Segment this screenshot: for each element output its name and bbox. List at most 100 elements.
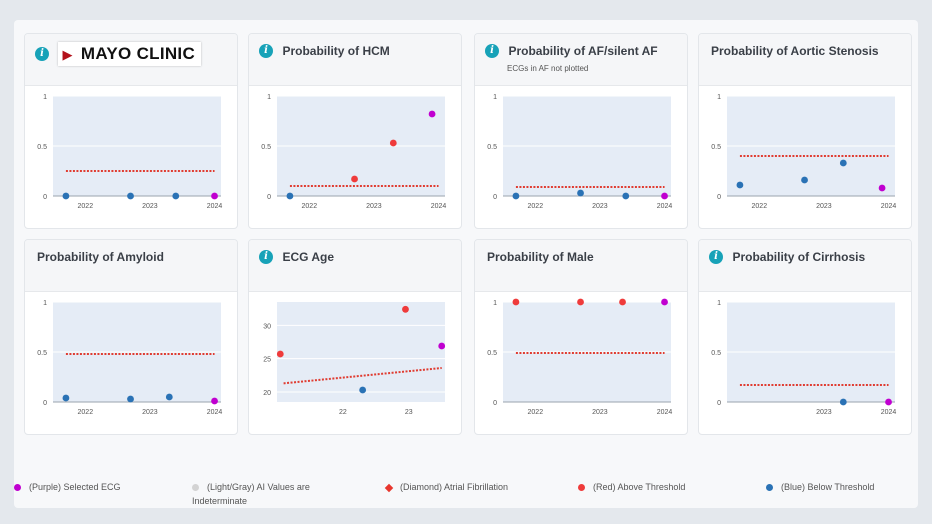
data-point (512, 192, 520, 200)
x-tick-label: 2024 (881, 409, 897, 416)
plot-area: 0 0.5 1 2022 2023 2024 (261, 94, 447, 210)
chart-title: Probability of Aortic Stenosis (711, 43, 879, 58)
brand-name: MAYO CLINIC (80, 44, 196, 63)
data-point (801, 176, 808, 184)
card-header: i ▶ MAYO CLINIC (25, 34, 237, 86)
x-tick-label: 22 (339, 409, 347, 416)
data-point (512, 298, 520, 306)
legend: (Purple) Selected ECG (Light/Gray) AI Va… (14, 468, 918, 508)
data-point (577, 298, 584, 306)
card-header: Probability of Amyloid (25, 240, 237, 292)
data-point (839, 159, 847, 167)
legend-dot-icon (766, 484, 773, 492)
plot-area: 0 0.5 1 2022 2023 2024 (37, 300, 222, 416)
x-tick-label: 2024 (207, 203, 223, 210)
plot-area: 0 0.5 1 2023 2024 (711, 300, 897, 416)
data-point (402, 305, 409, 313)
data-point (661, 298, 668, 306)
data-point (172, 192, 180, 200)
data-point (839, 398, 847, 406)
card-header: i Probability of AF/silent AF ECGs in AF… (475, 34, 687, 86)
data-point (622, 192, 630, 200)
legend-dot-icon (14, 484, 21, 492)
y-tick-label: 25 (263, 357, 271, 364)
card-header: i Probability of Cirrhosis (699, 240, 911, 292)
info-icon[interactable]: i (259, 43, 273, 58)
data-point (661, 192, 668, 200)
data-point (211, 192, 218, 200)
x-tick-label: 2023 (592, 203, 608, 210)
data-point (389, 139, 397, 147)
data-point (211, 397, 218, 405)
data-point (165, 393, 173, 401)
data-point (276, 350, 284, 358)
y-tick-label: 1 (267, 94, 271, 101)
info-icon[interactable]: i (259, 249, 273, 264)
card-header: i Probability of HCM (249, 34, 461, 86)
data-point (438, 342, 446, 350)
chart-title: Probability of Male (487, 249, 594, 264)
play-triangle-icon: ▶ (62, 47, 73, 62)
chart-card: Probability of Male 0 0.5 1 2022 2023 2024 (474, 239, 688, 435)
dashboard: i ▶ MAYO CLINIC 0 0.5 1 2022 2023 2024 i Prob… (14, 20, 918, 508)
x-tick-label: 2024 (431, 203, 447, 210)
legend-item-above: (Red) Above Threshold (578, 480, 728, 494)
info-icon[interactable]: i (709, 249, 723, 264)
info-icon[interactable]: i (485, 43, 499, 58)
x-tick-label: 2024 (881, 203, 897, 210)
legend-dot-icon (192, 484, 199, 492)
legend-item-selected: (Purple) Selected ECG (14, 480, 184, 494)
x-tick-label: 2022 (78, 203, 94, 210)
plot-area: 0 0.5 1 2022 2023 2024 (711, 94, 897, 210)
y-tick-label: 0 (43, 194, 47, 201)
y-tick-label: 1 (717, 300, 721, 307)
mayo-clinic-banner: ▶ MAYO CLINIC (58, 42, 202, 66)
x-tick-label: 2022 (302, 203, 318, 210)
y-tick-label: 0.5 (711, 144, 721, 151)
x-tick-label: 2022 (528, 203, 544, 210)
chart-card: Probability of Amyloid 0 0.5 1 2022 2023 2024 (24, 239, 238, 435)
y-tick-label: 1 (717, 94, 721, 101)
data-point (885, 398, 892, 406)
x-tick-label: 2022 (752, 203, 768, 210)
data-point (736, 181, 744, 189)
x-tick-label: 2024 (657, 409, 673, 416)
x-tick-label: 2023 (816, 203, 832, 210)
legend-item-below: (Blue) Below Threshold (766, 480, 916, 494)
legend-item-indeterminate: (Light/Gray) AI Values are Indeterminate (192, 480, 342, 508)
legend-label: (Purple) Selected ECG (29, 482, 121, 492)
info-icon[interactable]: i (35, 47, 49, 61)
y-tick-label: 0.5 (37, 350, 47, 357)
chart-title: Probability of AF/silent AF (508, 43, 658, 58)
data-point (127, 192, 134, 200)
y-tick-label: 0.5 (487, 144, 497, 151)
y-tick-label: 0.5 (37, 144, 47, 151)
y-tick-label: 0 (717, 400, 721, 407)
data-point (577, 189, 584, 197)
y-tick-label: 0 (493, 400, 497, 407)
chart-card: i ECG Age 20 25 30 22 23 (248, 239, 462, 435)
x-tick-label: 2023 (366, 203, 382, 210)
legend-label: (Light/Gray) AI Values are Indeterminate (192, 482, 310, 506)
threshold-line (283, 367, 442, 385)
legend-label: (Diamond) Atrial Fibrillation (400, 482, 509, 492)
y-tick-label: 1 (493, 94, 497, 101)
chart-card: i Probability of Cirrhosis 0 0.5 1 2023 2024 (698, 239, 912, 435)
y-tick-label: 0 (267, 194, 271, 201)
card-header: Probability of Male (475, 240, 687, 292)
chart-title: Probability of Amyloid (37, 249, 164, 264)
data-point (286, 192, 294, 200)
chart-title: Probability of Cirrhosis (732, 249, 866, 264)
data-point (127, 395, 134, 403)
data-point (62, 394, 70, 402)
y-tick-label: 0.5 (261, 144, 271, 151)
x-tick-label: 2023 (142, 203, 158, 210)
chart-card: i ▶ MAYO CLINIC 0 0.5 1 2022 2023 2024 (24, 33, 238, 229)
data-point (878, 184, 886, 192)
y-tick-label: 0 (43, 400, 47, 407)
y-tick-label: 0 (493, 194, 497, 201)
plot-area: 0 0.5 1 2022 2023 2024 (487, 298, 673, 416)
chart-title: Probability of HCM (282, 43, 390, 58)
y-tick-label: 0.5 (711, 350, 721, 357)
data-point (359, 386, 367, 394)
